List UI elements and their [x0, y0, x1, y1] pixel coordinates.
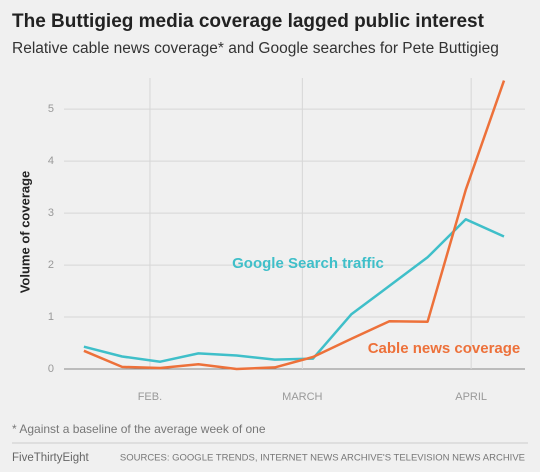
y-tick-label: 5: [48, 103, 54, 115]
y-tick-label: 2: [48, 259, 54, 271]
sources: SOURCES: GOOGLE TRENDS, INTERNET NEWS AR…: [120, 453, 525, 464]
credit: FiveThirtyEight: [12, 452, 89, 464]
y-tick-label: 4: [48, 155, 54, 167]
y-axis-label: Volume of coverage: [17, 171, 32, 294]
y-tick-label: 1: [48, 311, 54, 323]
series-line: [83, 218, 505, 363]
footnote: * Against a baseline of the average week…: [12, 422, 266, 436]
y-tick-label: 0: [48, 363, 54, 375]
chart-title: The Buttigieg media coverage lagged publ…: [12, 11, 485, 32]
x-tick-label: APRIL: [455, 391, 487, 403]
series-line: [83, 80, 506, 371]
x-tick-label: MARCH: [282, 391, 322, 403]
series-label: Cable news coverage: [368, 340, 521, 357]
x-tick-label: FEB.: [138, 391, 162, 403]
chart-subtitle: Relative cable news coverage* and Google…: [12, 40, 499, 57]
series-label: Google Search traffic: [232, 255, 384, 272]
y-tick-label: 3: [48, 207, 54, 219]
